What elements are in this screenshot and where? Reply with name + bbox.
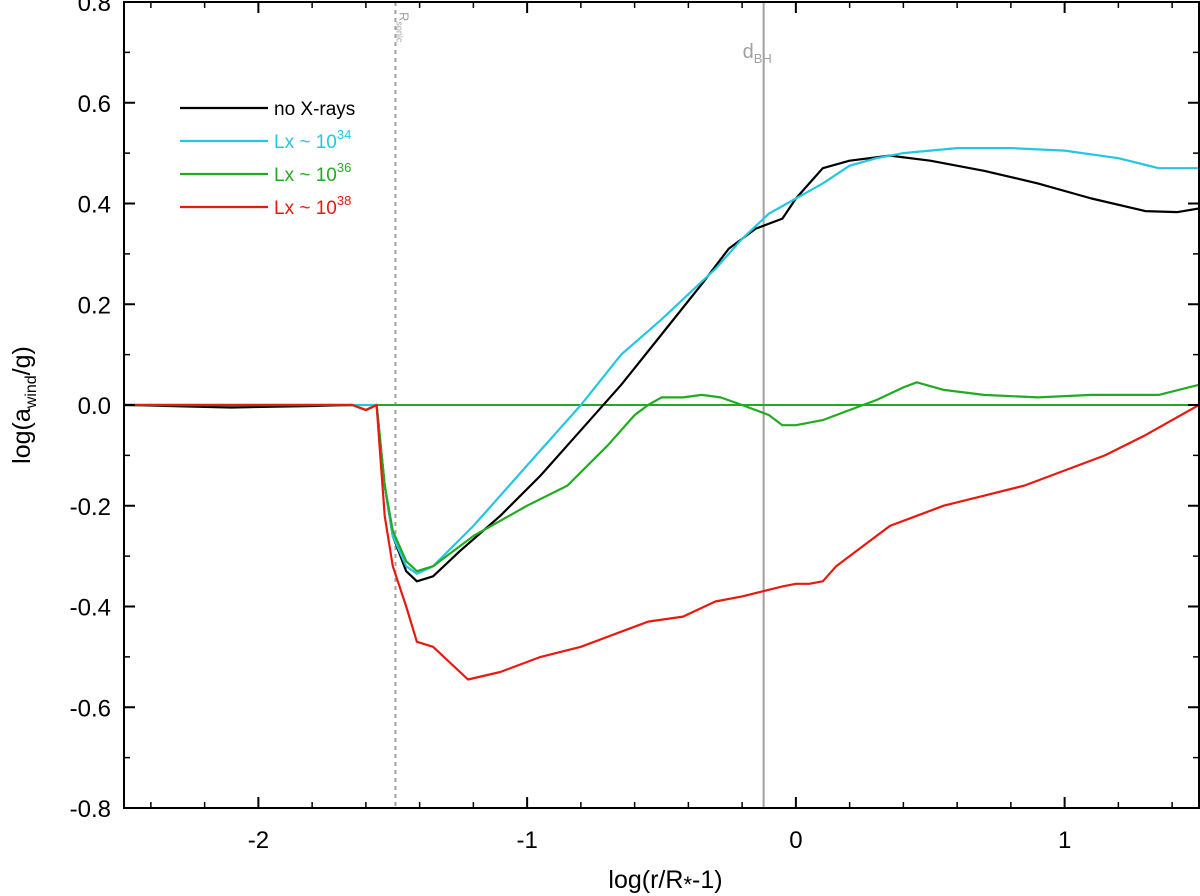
legend: no X-rays Lx ~ 1034 Lx ~ 1036 Lx ~ 1038 — [180, 99, 355, 219]
d-bh-label: dBH — [743, 41, 772, 66]
axis-titles: log(r/R*-1) log(awind/g) — [8, 346, 723, 896]
annotations: Rsonic dBH — [394, 12, 771, 66]
y-tick-label: 0.2 — [78, 292, 111, 319]
series-line-4 — [124, 403, 1199, 681]
legend-entry-2: Lx ~ 1034 — [274, 127, 351, 153]
y-tick-label: 0.4 — [78, 192, 111, 219]
y-axis-title: log(awind/g) — [8, 346, 40, 464]
y-tick-label: -0.4 — [70, 595, 111, 622]
y-tick-label: 0.6 — [78, 91, 111, 118]
series-line-3 — [124, 381, 1199, 573]
x-axis-title: log(r/R*-1) — [608, 866, 722, 896]
axis-ticks: -2 -1 0 1 -0.8 -0.6 -0.4 -0.2 0.0 0.2 0.4 0.6 0.8 — [70, 0, 1199, 854]
legend-entry-4: Lx ~ 1038 — [274, 193, 351, 219]
r-sonic-label: Rsonic — [394, 12, 411, 43]
plot-area — [123, 1, 1200, 809]
x-tick-label: -1 — [516, 827, 537, 854]
x-tick-label: 0 — [789, 827, 802, 854]
series-line-1 — [124, 154, 1199, 583]
y-tick-label: -0.6 — [70, 695, 111, 722]
legend-entry-3: Lx ~ 1036 — [274, 160, 351, 186]
y-tick-label: -0.8 — [70, 796, 111, 823]
y-tick-label: 0.0 — [78, 393, 111, 420]
x-tick-label: 1 — [1058, 827, 1071, 854]
legend-entry-1: no X-rays — [274, 99, 355, 120]
x-tick-label: -2 — [248, 827, 269, 854]
y-tick-label: -0.2 — [70, 494, 111, 521]
y-tick-label: 0.8 — [78, 0, 111, 17]
